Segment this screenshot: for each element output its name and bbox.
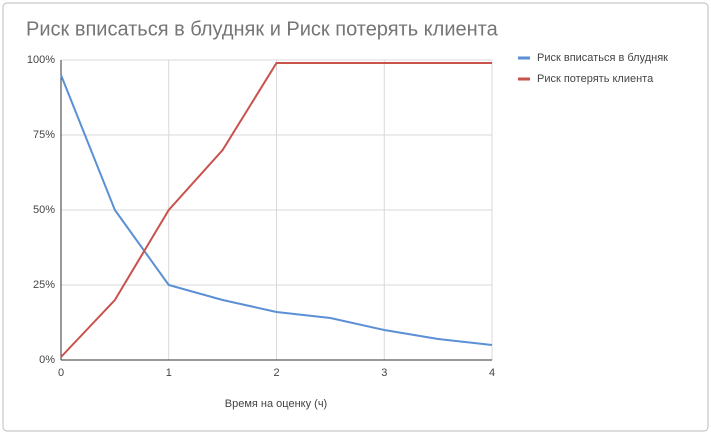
x-tick-label: 0 xyxy=(58,367,64,379)
legend-label: Риск вписаться в блудняк xyxy=(537,52,668,64)
y-tick-label: 0% xyxy=(39,354,55,366)
chart-title: Риск вписаться в блудняк и Риск потерять… xyxy=(26,18,499,40)
series-line xyxy=(60,74,493,346)
y-tick-label: 25% xyxy=(33,279,55,291)
series-line xyxy=(60,62,492,358)
legend-label: Риск потерять клиента xyxy=(537,73,654,85)
y-tick-label: 75% xyxy=(33,129,55,141)
y-tick-label: 50% xyxy=(33,204,55,216)
x-tick-label: 2 xyxy=(273,367,279,379)
chart-frame xyxy=(2,2,709,432)
x-tick-label: 3 xyxy=(381,367,387,379)
x-axis-label: Время на оценку (ч) xyxy=(225,398,327,410)
y-tick-label: 100% xyxy=(27,54,55,66)
x-tick-label: 1 xyxy=(166,367,172,379)
x-tick-label: 4 xyxy=(489,367,495,379)
